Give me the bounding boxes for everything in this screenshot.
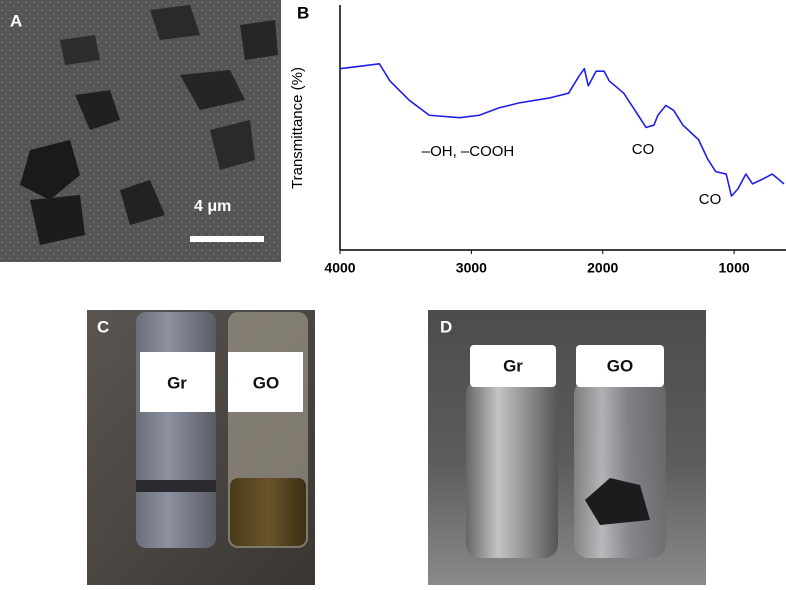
vial-label: Gr <box>167 373 187 392</box>
sem-image: A 4 μm <box>0 0 281 262</box>
photo-d: D Gr GO <box>428 310 706 585</box>
panel-label: D <box>440 317 452 336</box>
annotation: CO <box>699 191 722 208</box>
vial-label: GO <box>253 373 279 392</box>
x-tick-label: 2000 <box>587 260 618 276</box>
panel-label: C <box>97 317 109 336</box>
scale-bar-label: 4 μm <box>194 198 231 215</box>
ir-spectrum: B Transmittance (%) 4000 3000 2000 1000 –OH,… <box>289 3 786 276</box>
x-tick-label: 4000 <box>324 260 355 276</box>
vial-label: GO <box>607 356 633 375</box>
panel-label: B <box>297 3 309 22</box>
x-tick-label: 1000 <box>719 260 750 276</box>
x-tick-label: 3000 <box>456 260 487 276</box>
panel-label: A <box>10 11 22 30</box>
annotation: –OH, –COOH <box>422 143 515 160</box>
photo-c: C Gr GO <box>87 310 315 585</box>
annotation: CO <box>632 141 655 158</box>
spectrum-line <box>339 63 785 197</box>
vial-label: Gr <box>503 356 523 375</box>
y-axis-label: Transmittance (%) <box>289 67 306 189</box>
